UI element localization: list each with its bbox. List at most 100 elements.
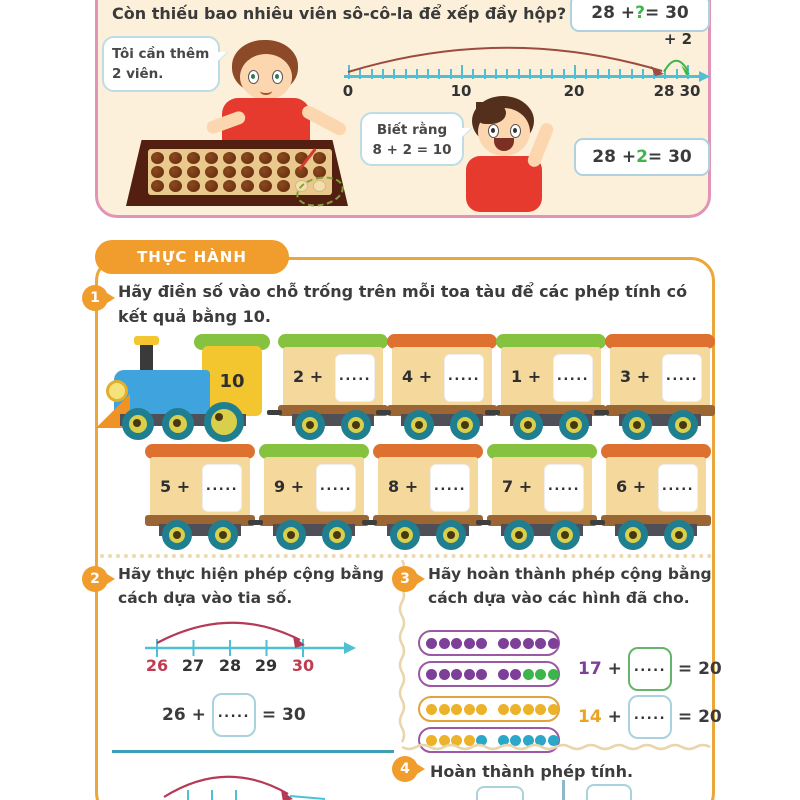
eq3b-answer-box[interactable]: ..... <box>627 695 672 739</box>
counting-dot <box>463 668 475 680</box>
numberline-tick <box>449 69 452 79</box>
loco-chimney-cap <box>134 336 159 345</box>
train-car-body: 5 +..... <box>150 457 250 517</box>
chocolate-piece <box>223 180 236 192</box>
chocolate-piece <box>151 166 164 178</box>
train-car-base <box>259 515 369 526</box>
train-car-wheel <box>390 520 420 550</box>
numberline-tick <box>528 69 531 79</box>
train-car: 1 +..... <box>485 334 606 440</box>
loco-body <box>114 370 210 416</box>
chocolate-piece <box>205 152 218 164</box>
car-answer-box[interactable]: ..... <box>430 464 470 512</box>
counting-dot <box>438 703 450 715</box>
numberline-tick <box>540 69 543 79</box>
chocolate-piece <box>241 180 254 192</box>
train-car: 4 +..... <box>376 334 497 440</box>
counting-dot <box>510 703 521 715</box>
locomotive: 10 <box>96 334 274 442</box>
counting-dot <box>451 668 462 680</box>
speech-bubble-boy2: Biết rằng 8 + 2 = 10 <box>360 112 471 166</box>
counting-dot <box>547 637 559 649</box>
tick-29: 29 <box>254 656 278 675</box>
counting-dot <box>535 637 546 649</box>
car-answer-box[interactable]: ..... <box>544 464 584 512</box>
train-car-wheel <box>276 520 306 550</box>
dot-group-1 <box>418 630 560 692</box>
chocolate-piece <box>223 166 236 178</box>
exercise4-answer-box[interactable] <box>586 784 632 800</box>
bubble1-line2: 2 viên. <box>112 66 164 83</box>
counting-dot <box>522 668 534 680</box>
bubble1-line1: Tôi cần thêm <box>112 46 210 62</box>
bubble2-line1: Biết rằng <box>376 122 448 138</box>
numberline-tick <box>483 69 486 79</box>
train-coupler <box>267 410 282 415</box>
train-car-roof <box>278 334 388 349</box>
exercise4-prompt: Hoàn thành phép tính. <box>430 762 634 781</box>
eq2-lhs: 26 + <box>162 705 206 725</box>
counting-dot <box>451 734 462 746</box>
train-car-base <box>278 405 388 416</box>
eq3a-answer-box[interactable]: ..... <box>627 647 672 691</box>
counting-dot <box>547 668 559 680</box>
car-equation-label: 8 + <box>388 477 419 496</box>
loco-headlight <box>106 380 128 402</box>
counting-dot <box>522 734 534 746</box>
train-car-roof <box>487 444 597 459</box>
counting-dot <box>497 668 509 680</box>
counting-dot <box>426 637 437 649</box>
counting-dot <box>535 668 546 680</box>
bubble-tail <box>217 52 227 62</box>
exercise4-answer-box[interactable] <box>476 786 524 800</box>
train-car-body: 3 +..... <box>610 347 710 407</box>
numberline-tick <box>585 69 588 79</box>
counting-dot <box>438 734 450 746</box>
car-answer-box[interactable]: ..... <box>335 354 375 402</box>
eq2-answer-box[interactable]: ..... <box>211 693 256 737</box>
exercise1-badge: 1 <box>82 285 115 311</box>
car-equation-label: 2 + <box>293 367 324 386</box>
car-answer-box[interactable]: ..... <box>658 464 698 512</box>
counting-dot <box>522 703 534 715</box>
train-car-body: 1 +..... <box>501 347 601 407</box>
train-car-wheel <box>436 520 466 550</box>
numberline-arcs <box>347 46 710 82</box>
train-car-wheel <box>559 410 589 440</box>
train-coupler <box>476 520 491 525</box>
train-row-1: 2 +..... 4 +..... 1 +..... 3 +..... <box>0 334 800 444</box>
train-car-base <box>387 405 497 416</box>
chocolate-piece <box>151 152 164 164</box>
car-answer-box[interactable]: ..... <box>316 464 356 512</box>
eq-result-rhs: = 30 <box>647 147 692 167</box>
car-answer-box[interactable]: ..... <box>444 354 484 402</box>
train-car-roof <box>373 444 483 459</box>
divider-ex3-ex4 <box>402 743 711 751</box>
chocolate-piece <box>241 152 254 164</box>
car-answer-box[interactable]: ..... <box>202 464 242 512</box>
train-car: 5 +..... <box>145 444 255 550</box>
loco-chimney <box>140 342 153 372</box>
numberline-tick <box>574 65 576 79</box>
exercise4-plus-bar <box>562 780 565 800</box>
numberline-top: 0 10 20 28 30 + 2 <box>340 28 712 104</box>
train-car-body: 4 +..... <box>392 347 492 407</box>
train-coupler <box>248 520 263 525</box>
train-car: 6 +..... <box>590 444 711 550</box>
tick-label-10: 10 <box>450 82 472 100</box>
counting-dot <box>426 703 437 715</box>
chocolate-piece <box>187 152 200 164</box>
chocolate-grid <box>148 149 332 195</box>
divider-ex2-bottom <box>112 750 394 753</box>
counting-dot <box>438 637 450 649</box>
numberline-tick <box>653 69 656 79</box>
train-car-wheel <box>668 410 698 440</box>
counting-dot <box>510 637 521 649</box>
car-answer-box[interactable]: ..... <box>553 354 593 402</box>
train-car-body: 2 +..... <box>283 347 383 407</box>
car-answer-box[interactable]: ..... <box>662 354 702 402</box>
train-car-wheel <box>208 520 238 550</box>
numberline-tick <box>664 69 667 79</box>
boy-left-smile <box>260 87 272 95</box>
bubble2-line2: 8 + 2 = 10 <box>372 142 452 159</box>
